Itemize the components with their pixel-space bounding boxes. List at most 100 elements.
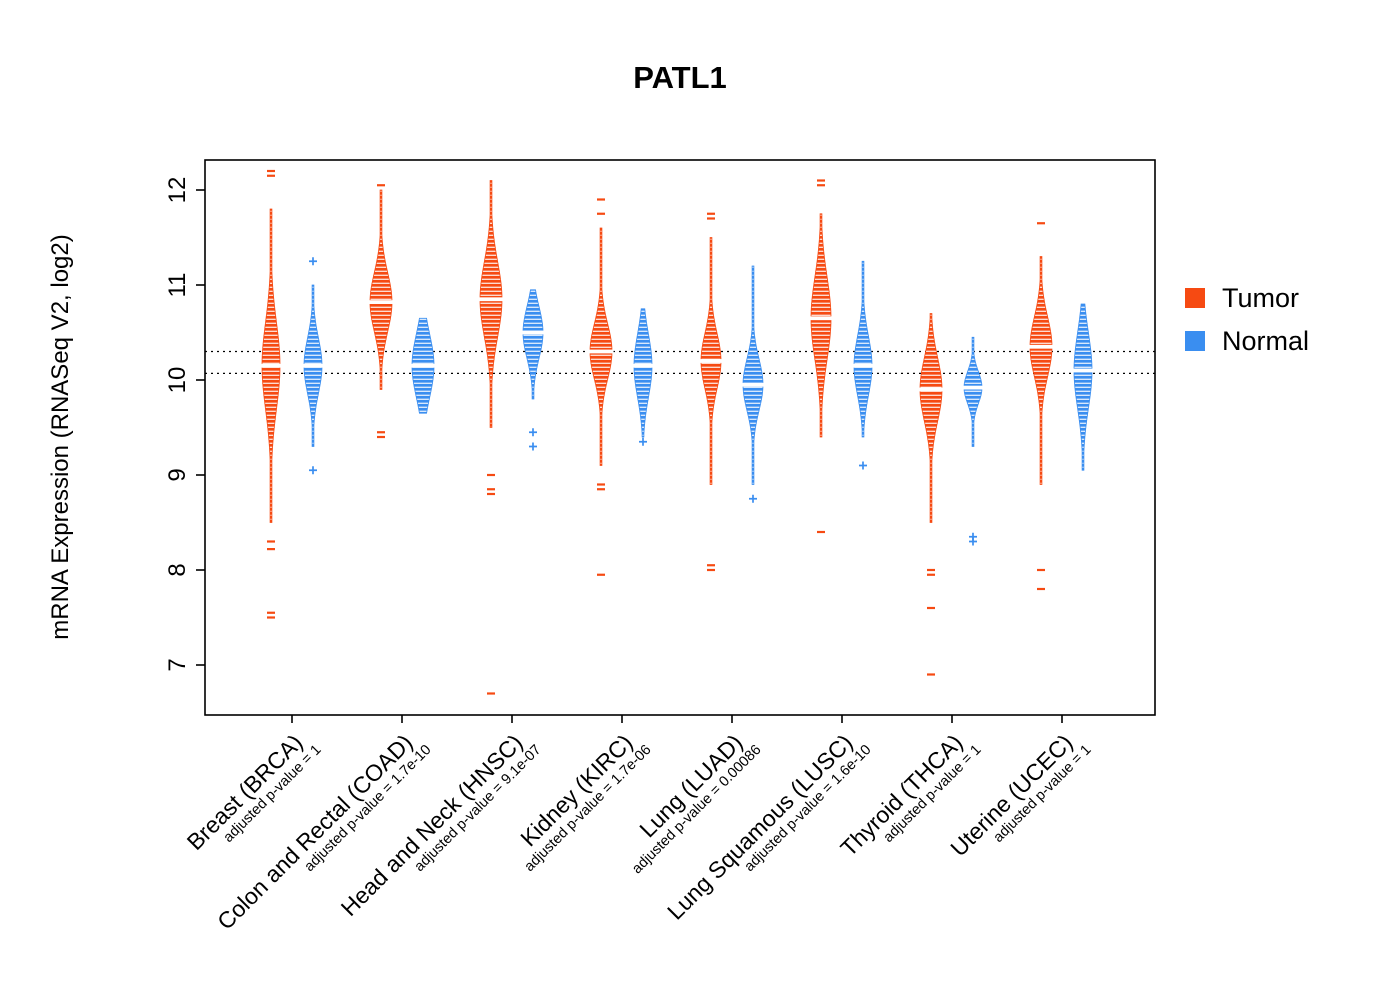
outlier-plus-LUAD-0 [749,494,757,503]
outlier-dash-UCEC-2 [1037,587,1045,591]
median-line-tumor-THCA [918,387,944,392]
violins-layer [260,169,1094,695]
outlier-dash-HNSC-3 [487,692,495,695]
outlier-dash-LUSC-1 [817,184,825,187]
x-label-LUSC: Lung Squamous (LUSC)adjusted p-value = 1… [662,729,875,925]
outlier-plus-HNSC-1 [529,442,537,451]
median-line-normal-HNSC [521,330,545,335]
median-line-normal-THCA [962,385,984,390]
median-line-tumor-UCEC [1028,344,1054,349]
outlier-dash-KIRC-3 [597,488,605,491]
violin-tumor-KIRC [588,198,614,576]
violin-body-normal-HNSC [522,289,544,400]
violin-tumor-COAD [368,184,394,439]
violin-tumor-THCA [918,313,944,676]
violin-tumor-UCEC [1028,222,1054,591]
y-tick-label-9: 9 [164,468,191,481]
axes: 7 8 9 10 11 12 [164,177,1063,723]
outlier-dash-BRCA-0 [267,169,275,173]
outlier-dash-THCA-1 [927,573,935,576]
outlier-dash-KIRC-1 [597,212,605,215]
outlier-dash-BRCA-2 [267,540,275,543]
median-line-tumor-HNSC [478,297,504,302]
violin-body-tumor-COAD [369,189,393,390]
x-label-name-HNSC: Head and Neck (HNSC) [336,729,528,921]
outlier-dash-HNSC-1 [487,488,495,491]
outlier-plus-BRCA-0 [309,257,317,266]
chart-title: PATL1 [633,60,727,95]
violin-normal-LUSC [852,260,874,470]
outlier-dash-KIRC-2 [597,483,605,486]
outlier-dash-LUAD-0 [707,212,715,215]
y-tick-label-8: 8 [164,563,191,576]
violin-body-tumor-UCEC [1029,256,1053,485]
median-line-tumor-KIRC [588,349,614,354]
violin-body-normal-KIRC [633,308,653,438]
plot-border [204,159,1156,716]
outlier-dash-KIRC-4 [597,573,605,576]
outlier-plus-BRCA-1 [309,466,317,475]
violin-body-tumor-HNSC [479,180,503,428]
violin-tumor-LUSC [809,179,833,534]
violin-body-normal-LUSC [853,260,873,438]
outlier-dash-BRCA-4 [267,611,275,614]
outlier-dash-LUAD-3 [707,568,715,572]
x-label-UCEC: Uterine (UCEC)adjusted p-value = 1 [945,729,1094,861]
x-label-name-BRCA: Breast (BRCA) [182,729,308,855]
violin-tumor-HNSC [478,180,504,695]
outlier-plus-LUSC-0 [859,461,867,470]
y-axis-label: mRNA Expression (RNASeq V2, log2) [47,234,74,640]
outlier-dash-LUAD-1 [707,217,715,220]
outlier-dash-COAD-0 [377,184,385,187]
y-tick-label-11: 11 [164,273,191,298]
violin-normal-UCEC [1072,303,1094,471]
median-line-tumor-BRCA [260,363,282,368]
median-line-normal-BRCA [302,363,324,368]
violin-body-normal-UCEC [1073,303,1093,471]
violin-body-tumor-KIRC [589,227,613,466]
violin-normal-THCA [962,336,984,546]
outlier-dash-LUAD-2 [707,564,715,567]
outlier-plus-HNSC-0 [529,428,537,437]
legend-label-tumor: Tumor [1222,283,1299,313]
outlier-dash-THCA-3 [927,673,935,676]
outlier-dash-THCA-2 [927,606,935,610]
outlier-dash-LUSC-2 [817,530,825,534]
legend-label-normal: Normal [1222,326,1309,356]
x-label-name-LUSC: Lung Squamous (LUSC) [662,729,858,925]
median-line-tumor-LUSC [809,316,833,321]
outlier-dash-UCEC-0 [1037,222,1045,225]
outlier-dash-LUSC-0 [817,179,825,182]
y-tick-label-7: 7 [164,658,191,671]
x-label-HNSC: Head and Neck (HNSC)adjusted p-value = 9… [336,729,545,921]
violin-tumor-LUAD [699,212,723,572]
x-label-COAD: Colon and Rectal (COAD)adjusted p-value … [212,729,434,934]
median-line-normal-KIRC [632,363,654,368]
outlier-dash-BRCA-5 [267,616,275,619]
outlier-dash-BRCA-3 [267,548,275,551]
median-line-normal-LUSC [852,363,874,368]
median-line-tumor-LUAD [699,359,723,363]
median-line-normal-COAD [410,363,436,368]
outlier-dash-COAD-2 [377,435,385,439]
legend-swatch-normal [1185,331,1205,351]
outlier-dash-UCEC-1 [1037,568,1045,572]
legend: Tumor Normal [1185,283,1309,356]
outlier-dash-HNSC-2 [487,492,495,496]
violin-body-normal-LUAD [742,265,764,485]
violin-tumor-BRCA [260,169,282,619]
violin-normal-LUAD [741,265,765,503]
reference-lines [205,350,1155,375]
median-line-normal-UCEC [1072,368,1094,373]
violin-body-tumor-THCA [919,313,943,523]
outlier-dash-COAD-1 [377,431,385,434]
outlier-plus-KIRC-0 [639,437,647,446]
y-tick-label-12: 12 [164,177,191,204]
violin-normal-HNSC [521,289,545,451]
violin-normal-BRCA [302,257,324,475]
violin-normal-COAD [410,317,436,414]
median-line-normal-LUAD [741,382,765,387]
legend-swatch-tumor [1185,288,1205,308]
violin-body-normal-THCA [963,336,983,447]
